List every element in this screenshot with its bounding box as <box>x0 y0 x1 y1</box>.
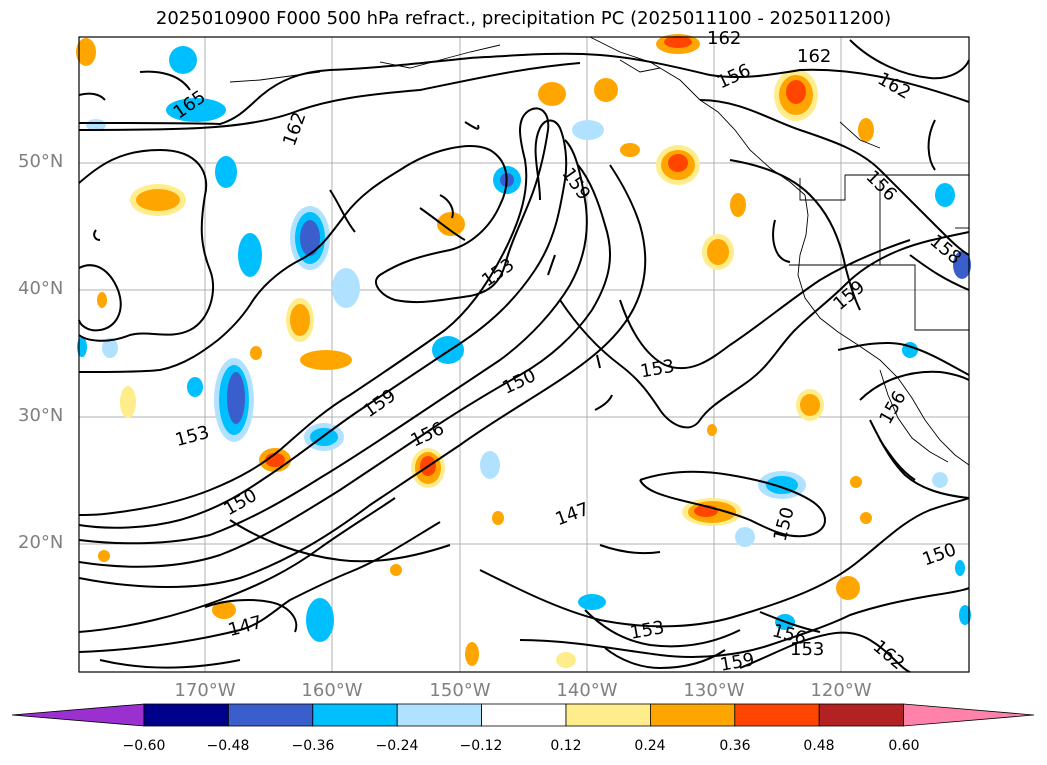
pos-anomaly <box>120 386 136 418</box>
lon-label: 120°W <box>810 680 872 701</box>
neg-anomaly <box>215 156 237 188</box>
colorbar-tick: −0.36 <box>291 738 335 754</box>
pos-anomaly <box>212 601 236 619</box>
neg-anomaly <box>102 338 118 358</box>
neg-anomaly <box>953 251 971 279</box>
contour-label: 162 <box>707 28 741 49</box>
colorbar-tick: −0.60 <box>122 738 166 754</box>
colorbar <box>11 703 1035 727</box>
neg-anomaly <box>187 377 203 397</box>
colorbar-segment <box>396 703 483 727</box>
lat-label: 30°N <box>18 405 64 426</box>
neg-anomaly <box>955 560 965 576</box>
pos-anomaly <box>300 350 352 370</box>
neg-anomaly <box>572 120 604 140</box>
pos-anomaly <box>707 239 729 265</box>
colorbar-tick: 0.12 <box>550 738 582 754</box>
neg-anomaly <box>332 268 360 308</box>
pos-anomaly <box>437 212 465 236</box>
pos-anomaly <box>250 346 262 360</box>
map-title: 2025010900 F000 500 hPa refract., precip… <box>155 8 892 29</box>
neg-anomaly <box>578 594 606 610</box>
refractivity-contours <box>78 39 970 673</box>
neg-anomaly <box>735 527 755 547</box>
contour-label: 162 <box>797 46 831 67</box>
neg-anomaly <box>227 372 245 424</box>
colorbar-segment <box>227 703 314 727</box>
precipitation-shading <box>76 34 971 668</box>
pos-anomaly <box>850 476 862 488</box>
pos-anomaly <box>664 36 692 48</box>
pos-anomaly <box>620 143 640 157</box>
colorbar-segment <box>565 703 651 727</box>
pos-anomaly <box>556 652 576 668</box>
neg-anomaly <box>86 119 106 131</box>
neg-anomaly <box>959 605 971 625</box>
colorbar-tick: 0.36 <box>719 738 751 754</box>
lat-label: 50°N <box>18 151 64 172</box>
pos-anomaly <box>492 511 504 525</box>
colorbar-segment <box>11 703 145 727</box>
lon-label: 140°W <box>556 680 618 701</box>
colorbar-tick: 0.24 <box>634 738 666 754</box>
pos-anomaly <box>76 38 96 66</box>
lon-label: 160°W <box>301 680 363 701</box>
neg-anomaly <box>238 233 262 277</box>
pos-anomaly <box>98 550 110 562</box>
pos-anomaly <box>730 193 746 217</box>
neg-anomaly <box>166 98 226 122</box>
colorbar-segment <box>818 703 905 727</box>
pos-anomaly <box>860 512 872 524</box>
lat-label: 40°N <box>18 278 64 299</box>
pos-anomaly <box>858 118 874 142</box>
contour-label: 153 <box>790 639 824 660</box>
colorbar-tick: −0.24 <box>375 738 419 754</box>
neg-anomaly <box>480 451 500 479</box>
lat-label: 20°N <box>18 532 64 553</box>
pos-anomaly <box>97 292 107 308</box>
colorbar-segment <box>650 703 736 727</box>
colorbar-tick: −0.48 <box>206 738 250 754</box>
colorbar-segment <box>734 703 820 727</box>
map-frame <box>78 36 970 673</box>
pos-anomaly <box>390 564 402 576</box>
pos-anomaly <box>136 189 180 211</box>
pos-anomaly <box>290 304 310 336</box>
colorbar-segment <box>143 703 229 727</box>
pos-anomaly <box>786 80 806 104</box>
pos-anomaly <box>800 394 820 416</box>
pos-anomaly <box>668 154 688 172</box>
colorbar-tick: 0.48 <box>803 738 835 754</box>
pos-anomaly <box>836 576 860 600</box>
pos-anomaly <box>707 424 717 436</box>
colorbar-tick: −0.12 <box>459 738 503 754</box>
pos-anomaly <box>594 78 618 102</box>
neg-anomaly <box>935 183 955 207</box>
lon-label: 150°W <box>429 680 491 701</box>
neg-anomaly <box>300 220 320 256</box>
lon-label: 130°W <box>683 680 745 701</box>
colorbar-segment <box>312 703 398 727</box>
colorbar-segment <box>481 703 567 727</box>
neg-anomaly <box>169 46 197 74</box>
colorbar-segment <box>903 703 1035 727</box>
neg-anomaly <box>306 598 334 642</box>
pos-anomaly <box>538 82 566 106</box>
colorbar-tick: 0.60 <box>888 738 920 754</box>
lon-label: 170°W <box>174 680 236 701</box>
neg-anomaly <box>932 472 948 488</box>
pos-anomaly <box>465 642 479 666</box>
